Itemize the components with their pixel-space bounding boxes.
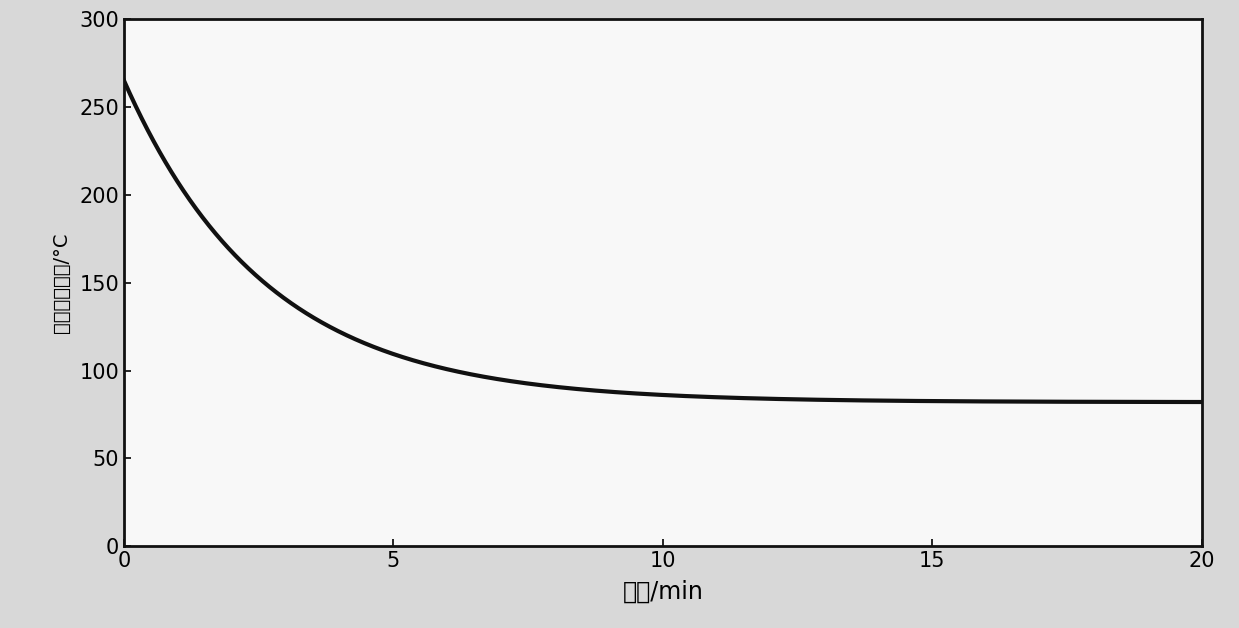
X-axis label: 时间/min: 时间/min xyxy=(622,580,704,604)
Y-axis label: 射孔位置温度/°C: 射孔位置温度/°C xyxy=(52,232,71,333)
